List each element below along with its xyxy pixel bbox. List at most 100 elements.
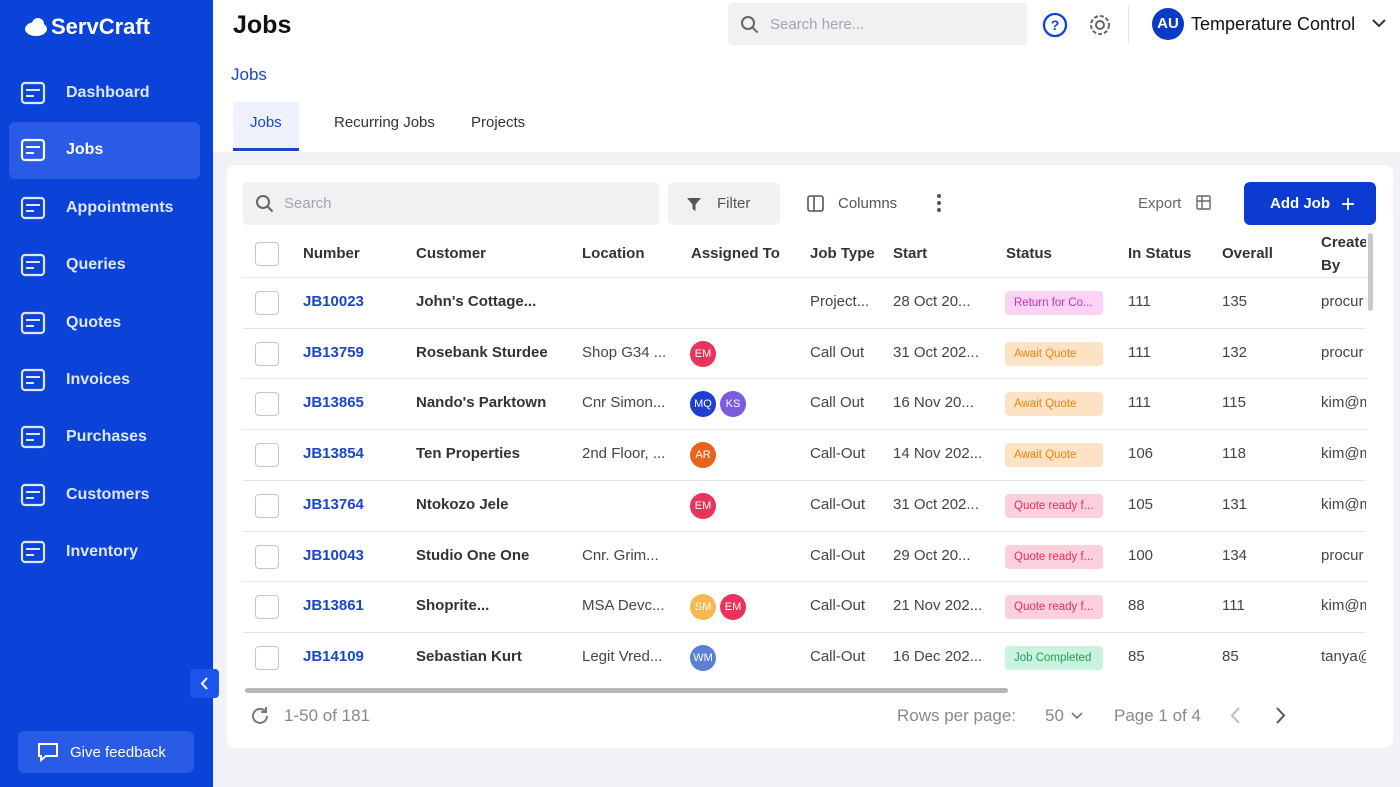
nav-item[interactable]: Queries xyxy=(9,237,200,294)
column-header[interactable]: Customer xyxy=(416,245,487,262)
column-header[interactable]: In Status xyxy=(1128,245,1192,262)
number-cell[interactable]: JB13861 xyxy=(303,597,364,615)
page-label: Page 1 of 4 xyxy=(1114,706,1201,725)
column-header[interactable]: Status xyxy=(1006,245,1052,262)
columns-button[interactable]: Columns xyxy=(800,182,910,225)
job-type-cell: Call-Out xyxy=(810,495,866,513)
nav-item[interactable]: Invoices xyxy=(9,352,200,409)
table-row[interactable]: JB10043 Studio One One Cnr. Grim... Call-Ou… xyxy=(243,530,1366,582)
in-status-cell: 100 xyxy=(1128,546,1154,564)
tab-label: Projects xyxy=(471,114,526,131)
start-cell: 31 Oct 202... xyxy=(893,343,979,361)
breadcrumb[interactable]: Jobs xyxy=(231,65,267,84)
location-cell: Cnr Simon... xyxy=(582,394,666,412)
help-icon[interactable]: ? xyxy=(1042,12,1068,38)
created-by-cell: procur xyxy=(1321,546,1364,564)
number-cell[interactable]: JB10023 xyxy=(303,293,364,310)
row-checkbox[interactable] xyxy=(255,544,279,569)
table-row[interactable]: JB13764 Ntokozo Jele Call-Out 31 Oct 202...… xyxy=(243,479,1366,531)
overall-cell: 111 xyxy=(1222,597,1245,615)
table-row[interactable]: JB13861 Shoprite... MSA Devc... Call-Out 21 … xyxy=(243,581,1366,632)
tab[interactable]: Recurring Jobs xyxy=(317,102,452,151)
export-button[interactable]: Export xyxy=(1128,182,1228,225)
nav-item[interactable]: Purchases xyxy=(9,409,200,466)
column-header[interactable]: Number xyxy=(303,245,360,262)
nav-item[interactable]: Customers xyxy=(9,467,200,524)
customer-cell: Rosebank Sturdee xyxy=(416,343,548,361)
rows-per-page-value[interactable]: 50 xyxy=(1045,706,1064,725)
column-header[interactable]: Overall xyxy=(1222,245,1273,262)
page-title: Jobs xyxy=(233,11,292,39)
column-header[interactable]: Location xyxy=(582,245,645,262)
number-cell[interactable]: JB13759 xyxy=(303,343,364,361)
start-cell: 21 Nov 202... xyxy=(893,597,983,615)
row-checkbox[interactable] xyxy=(255,291,279,315)
prev-page[interactable] xyxy=(1229,706,1241,725)
nav-item[interactable]: Appointments xyxy=(9,180,200,237)
created-by-cell: kim@m xyxy=(1321,394,1366,412)
column-header[interactable]: Assigned To xyxy=(691,245,780,262)
table-search[interactable]: Search xyxy=(243,182,659,225)
row-checkbox[interactable] xyxy=(255,493,279,518)
column-header[interactable]: Created By xyxy=(1321,233,1366,274)
add-job-button[interactable]: Add Job xyxy=(1244,182,1376,225)
table-row[interactable]: JB13865 Nando's Parktown Cnr Simon... Call … xyxy=(243,378,1366,429)
job-type-cell: Call Out xyxy=(810,394,865,412)
row-checkbox[interactable] xyxy=(255,443,279,468)
number-cell[interactable]: JB13865 xyxy=(303,394,364,412)
status-badge: Await Quote xyxy=(1005,443,1103,468)
in-status-cell: 85 xyxy=(1128,647,1145,665)
customer-cell: Nando's Parktown xyxy=(416,394,547,412)
chevron xyxy=(1071,712,1083,720)
header-checkbox[interactable] xyxy=(255,242,279,266)
horizontal-scrollbar[interactable] xyxy=(245,688,1008,693)
table-row[interactable]: JB13759 Rosebank Sturdee Shop G34 ... Call … xyxy=(243,327,1366,379)
table-row[interactable]: JB13854 Ten Properties 2nd Floor, ... Call-… xyxy=(243,429,1366,480)
overall-cell: 132 xyxy=(1222,343,1248,361)
tab[interactable]: Jobs xyxy=(233,102,299,151)
column-header[interactable]: Job Type xyxy=(810,245,875,262)
feedback-button[interactable]: Give feedback xyxy=(18,731,194,773)
number-cell[interactable]: JB13764 xyxy=(303,495,364,513)
settings-icon[interactable] xyxy=(1087,12,1113,38)
add-job-label: Add Job xyxy=(1270,195,1330,212)
nav-label: Queries xyxy=(66,256,126,274)
row-checkbox[interactable] xyxy=(255,392,279,417)
next-page[interactable] xyxy=(1275,706,1287,725)
created-by-cell: kim@m xyxy=(1321,597,1366,615)
refresh-icon[interactable] xyxy=(249,705,271,727)
number-cell[interactable]: JB14109 xyxy=(303,647,364,665)
user-avatar[interactable]: AU xyxy=(1152,8,1184,40)
table-row[interactable]: JB14109 Sebastian Kurt Legit Vred... Call-O… xyxy=(243,631,1366,682)
nav-item[interactable]: Jobs xyxy=(9,122,200,180)
filter-button[interactable]: Filter xyxy=(668,182,780,225)
tab[interactable]: Projects xyxy=(454,102,542,151)
number-cell[interactable]: JB10043 xyxy=(303,546,364,564)
user-name[interactable]: Temperature Control xyxy=(1191,14,1356,34)
overall-cell: 131 xyxy=(1222,495,1248,513)
vertical-scrollbar[interactable] xyxy=(1368,233,1373,311)
nav-item[interactable]: Dashboard xyxy=(9,65,200,122)
global-search[interactable]: Search here... xyxy=(728,3,1027,45)
svg-text:?: ? xyxy=(1051,17,1060,33)
start-cell: 16 Nov 20... xyxy=(893,394,974,412)
in-status-cell: 111 xyxy=(1128,343,1151,361)
row-checkbox[interactable] xyxy=(255,341,279,366)
search-placeholder: Search xyxy=(284,195,332,212)
location-cell: Cnr. Grim... xyxy=(582,546,659,564)
more-icon[interactable] xyxy=(934,192,944,214)
range-label: 1-50 of 181 xyxy=(284,706,371,725)
row-checkbox[interactable] xyxy=(255,595,279,620)
collapse-button[interactable] xyxy=(190,669,219,698)
nav-item[interactable]: Inventory xyxy=(9,524,200,581)
customer-cell: Sebastian Kurt xyxy=(416,647,522,665)
row-checkbox[interactable] xyxy=(255,645,279,670)
table-row[interactable]: JB10023 John's Cottage... Project... 28 Oct… xyxy=(243,277,1366,328)
number-cell[interactable]: JB13854 xyxy=(303,445,364,463)
nav-item[interactable]: Quotes xyxy=(9,295,200,352)
assignee-avatar: WM xyxy=(690,644,716,671)
jobs-card xyxy=(227,165,1393,748)
nav-label: Appointments xyxy=(66,198,174,216)
column-header[interactable]: Start xyxy=(893,245,928,262)
overall-cell: 135 xyxy=(1222,293,1248,310)
